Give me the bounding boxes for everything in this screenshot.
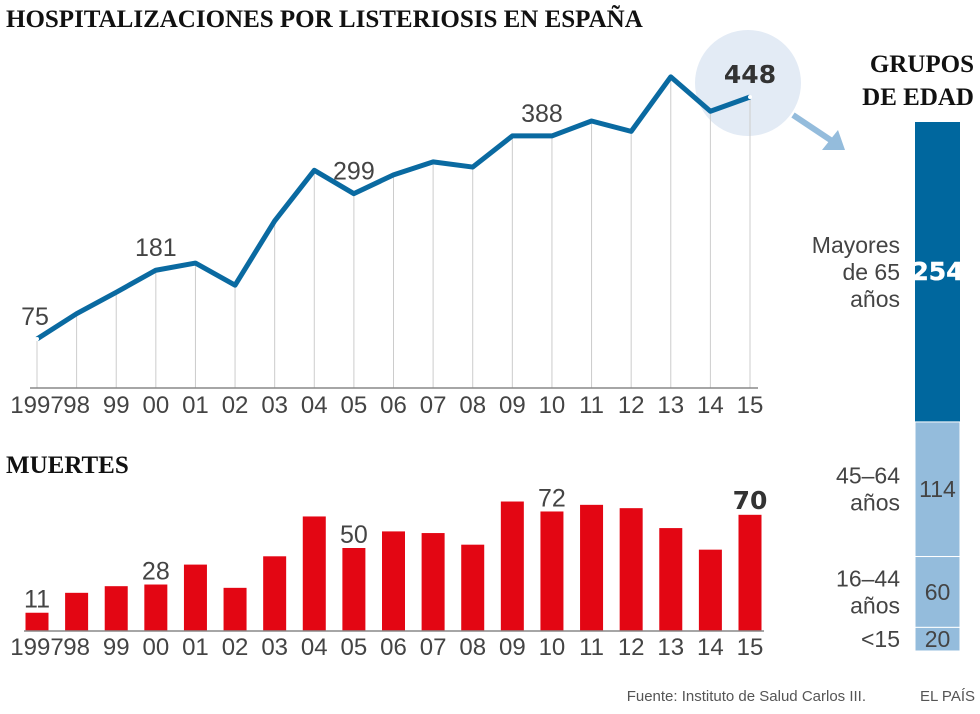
bar (263, 556, 287, 631)
data-label: 28 (142, 558, 170, 586)
stacked-segment (915, 122, 960, 422)
x-tick-label: 11 (579, 392, 604, 419)
source-note: Fuente: Instituto de Salud Carlos III. (627, 688, 866, 705)
bar (619, 508, 643, 631)
segment-label: <15 (861, 626, 900, 652)
x-tick-label: 15 (737, 634, 764, 661)
bar (342, 548, 366, 631)
x-tick-label: 04 (301, 392, 328, 419)
data-label: 181 (135, 234, 177, 262)
segment-label: de 65 (842, 259, 900, 285)
x-tick-label: 06 (380, 392, 407, 419)
segment-label: 45–64 (836, 463, 900, 489)
x-tick-label: 00 (142, 392, 169, 419)
endpoint-marker (748, 95, 752, 99)
segment-label: Mayores (812, 232, 900, 258)
x-tick-label: 10 (539, 392, 566, 419)
x-tick-label: 04 (301, 634, 328, 661)
data-label: 11 (24, 586, 50, 614)
age-title-line-2: DE EDAD (862, 84, 974, 111)
bar (421, 533, 445, 631)
bar (659, 528, 683, 631)
data-label: 70 (733, 486, 768, 515)
x-tick-label: 12 (618, 392, 645, 419)
segment-value: 60 (925, 579, 951, 605)
bar (461, 544, 485, 631)
bar (738, 514, 762, 631)
x-tick-label: 10 (539, 634, 566, 661)
bar (25, 612, 49, 631)
bar (223, 587, 247, 631)
x-tick-label: 13 (657, 634, 684, 661)
segment-label: 16–44 (836, 565, 900, 591)
data-label: 388 (521, 100, 563, 128)
x-tick-label: 02 (222, 634, 249, 661)
x-tick-label: 99 (103, 392, 130, 419)
x-tick-label: 12 (618, 634, 645, 661)
segment-label: años (850, 286, 900, 312)
x-tick-label: 08 (459, 634, 486, 661)
line-chart-title: HOSPITALIZACIONES POR LISTERIOSIS EN ESP… (6, 5, 643, 33)
x-tick-label: 06 (380, 634, 407, 661)
arrow-icon (791, 112, 834, 144)
x-tick-label: 15 (737, 392, 764, 419)
x-tick-label: 05 (341, 392, 368, 419)
data-label: 50 (340, 521, 368, 549)
bar (65, 592, 89, 631)
x-tick-label: 07 (420, 392, 447, 419)
x-tick-label: 01 (182, 634, 209, 661)
x-tick-label: 05 (341, 634, 368, 661)
bar (382, 531, 405, 631)
x-tick-label: 09 (499, 392, 526, 419)
x-tick-label: 99 (103, 634, 130, 661)
bar (540, 511, 564, 631)
data-label: 299 (333, 158, 375, 186)
segment-value: 254 (911, 257, 963, 286)
endpoint-marker (35, 337, 39, 341)
data-label: 448 (724, 60, 776, 89)
brand-logo: EL PAÍS (920, 688, 975, 705)
segment-label: años (850, 490, 900, 516)
bar (580, 504, 604, 631)
x-tick-label: 03 (261, 634, 288, 661)
segment-value: 20 (925, 626, 951, 652)
line-series (35, 74, 751, 342)
arrow-head-icon (822, 130, 845, 150)
x-tick-label: 07 (420, 634, 447, 661)
x-tick-label: 00 (142, 634, 169, 661)
x-tick-label: 98 (63, 634, 90, 661)
data-label: 75 (21, 303, 49, 331)
bar (144, 584, 168, 631)
x-tick-label: 01 (182, 392, 209, 419)
stacked-segment (914, 626, 961, 652)
segment-label: años (850, 592, 900, 618)
bar (183, 564, 207, 631)
bar-chart-title: MUERTES (6, 452, 129, 479)
bar (302, 516, 326, 631)
bar (104, 586, 128, 631)
x-tick-label: 03 (261, 392, 288, 419)
x-tick-label: 1997 (10, 392, 63, 419)
stacked-segment (914, 421, 961, 558)
segment-value: 114 (919, 476, 956, 502)
x-tick-label: 08 (459, 392, 486, 419)
x-tick-label: 02 (222, 392, 249, 419)
data-label: 72 (538, 484, 566, 512)
age-title-line-1: GRUPOS (870, 51, 974, 78)
x-tick-label: 11 (579, 634, 604, 661)
x-tick-label: 1997 (10, 634, 63, 661)
x-tick-label: 14 (697, 392, 724, 419)
x-tick-label: 13 (657, 392, 684, 419)
bar (500, 501, 524, 631)
x-tick-label: 14 (697, 634, 724, 661)
bar (698, 549, 722, 631)
x-tick-label: 09 (499, 634, 526, 661)
x-tick-label: 98 (63, 392, 90, 419)
